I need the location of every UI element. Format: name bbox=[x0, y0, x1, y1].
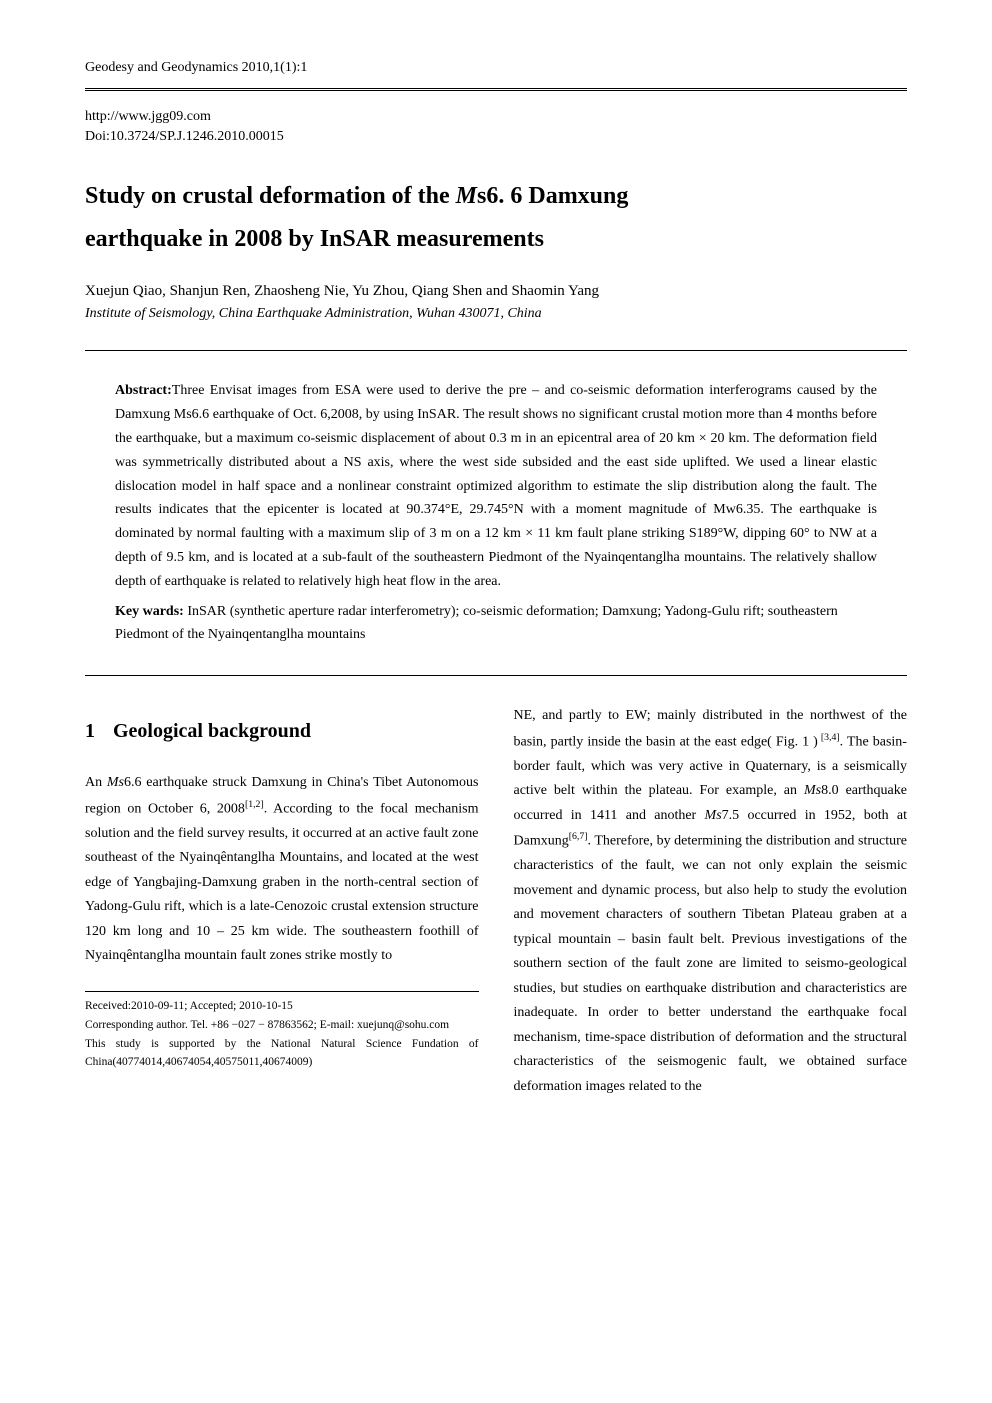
abstract-text: Three Envisat images from ESA were used … bbox=[115, 383, 877, 588]
abstract-bottom-rule bbox=[85, 675, 907, 676]
citation-superscript: [1,2] bbox=[245, 799, 264, 810]
abstract-top-rule bbox=[85, 350, 907, 351]
footnote-corresponding: Corresponding author. Tel. +86 −027 − 87… bbox=[85, 1017, 479, 1034]
citation-superscript: [3,4] bbox=[818, 732, 840, 743]
body-paragraph: An Ms6.6 earthquake struck Damxung in Ch… bbox=[85, 771, 479, 969]
footnote-funding: This study is supported by the National … bbox=[85, 1036, 479, 1071]
footnote-received: Received:2010-09-11; Accepted; 2010-10-1… bbox=[85, 998, 479, 1015]
keywords-text: InSAR (synthetic aperture radar interfer… bbox=[115, 604, 838, 643]
footnote-rule bbox=[85, 991, 479, 992]
text-span: An bbox=[85, 775, 107, 790]
header-rule bbox=[85, 88, 907, 91]
body-columns: 1 Geological background An Ms6.6 earthqua… bbox=[85, 704, 907, 1099]
abstract: Abstract:Three Envisat images from ESA w… bbox=[85, 379, 907, 593]
citation-superscript: [6,7] bbox=[569, 831, 588, 842]
text-span: . Therefore, by determining the distribu… bbox=[514, 834, 908, 1094]
body-paragraph: NE, and partly to EW; mainly distributed… bbox=[514, 704, 908, 1099]
authors: Xuejun Qiao, Shanjun Ren, Zhaosheng Nie,… bbox=[85, 283, 907, 300]
keywords: Key wards: InSAR (synthetic aperture rad… bbox=[85, 600, 907, 648]
left-column: 1 Geological background An Ms6.6 earthqua… bbox=[85, 704, 479, 1099]
italic-span: Ms bbox=[804, 783, 821, 798]
running-header: Geodesy and Geodynamics 2010,1(1):1 bbox=[85, 60, 907, 80]
journal-url: http://www.jgg09.com bbox=[85, 109, 907, 125]
section-number: 1 bbox=[85, 714, 95, 749]
footnotes: Received:2010-09-11; Accepted; 2010-10-1… bbox=[85, 998, 479, 1071]
article-title: Study on crustal deformation of the Ms6.… bbox=[85, 175, 907, 261]
abstract-label: Abstract: bbox=[115, 383, 172, 398]
doi: Doi:10.3724/SP.J.1246.2010.00015 bbox=[85, 129, 907, 145]
affiliation: Institute of Seismology, China Earthquak… bbox=[85, 306, 907, 322]
italic-span: Ms bbox=[705, 808, 722, 823]
section-1-heading: 1 Geological background bbox=[85, 714, 479, 749]
text-span: . According to the focal mechanism solut… bbox=[85, 801, 479, 963]
keywords-label: Key wards: bbox=[115, 604, 184, 619]
right-column: NE, and partly to EW; mainly distributed… bbox=[514, 704, 908, 1099]
section-title: Geological background bbox=[113, 720, 311, 742]
italic-span: Ms bbox=[107, 775, 124, 790]
